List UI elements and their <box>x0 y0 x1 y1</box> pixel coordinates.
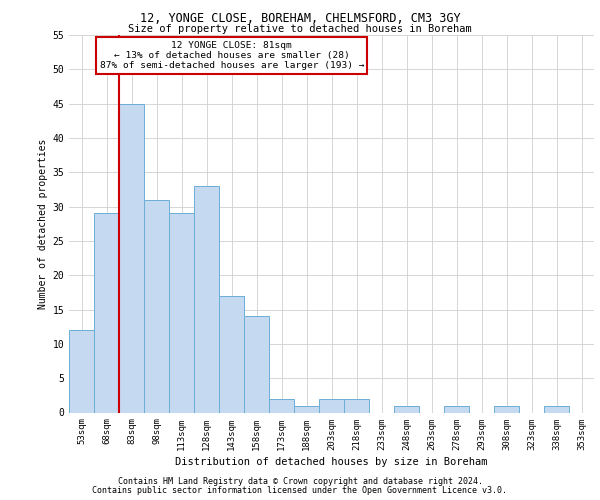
Bar <box>394 406 419 412</box>
Bar <box>144 200 169 412</box>
Bar <box>94 214 119 412</box>
Bar <box>69 330 94 412</box>
Bar <box>119 104 144 412</box>
Bar <box>294 406 319 412</box>
Bar <box>344 399 369 412</box>
Bar <box>444 406 469 412</box>
Bar <box>319 399 344 412</box>
Text: Size of property relative to detached houses in Boreham: Size of property relative to detached ho… <box>128 24 472 34</box>
X-axis label: Distribution of detached houses by size in Boreham: Distribution of detached houses by size … <box>175 456 488 466</box>
Bar <box>544 406 569 412</box>
Y-axis label: Number of detached properties: Number of detached properties <box>38 138 48 309</box>
Bar <box>219 296 244 412</box>
Text: 12, YONGE CLOSE, BOREHAM, CHELMSFORD, CM3 3GY: 12, YONGE CLOSE, BOREHAM, CHELMSFORD, CM… <box>140 12 460 26</box>
Text: Contains HM Land Registry data © Crown copyright and database right 2024.: Contains HM Land Registry data © Crown c… <box>118 477 482 486</box>
Bar <box>269 399 294 412</box>
Text: 12 YONGE CLOSE: 81sqm
← 13% of detached houses are smaller (28)
87% of semi-deta: 12 YONGE CLOSE: 81sqm ← 13% of detached … <box>100 40 364 70</box>
Bar <box>169 214 194 412</box>
Bar <box>194 186 219 412</box>
Bar <box>244 316 269 412</box>
Bar <box>494 406 519 412</box>
Text: Contains public sector information licensed under the Open Government Licence v3: Contains public sector information licen… <box>92 486 508 495</box>
